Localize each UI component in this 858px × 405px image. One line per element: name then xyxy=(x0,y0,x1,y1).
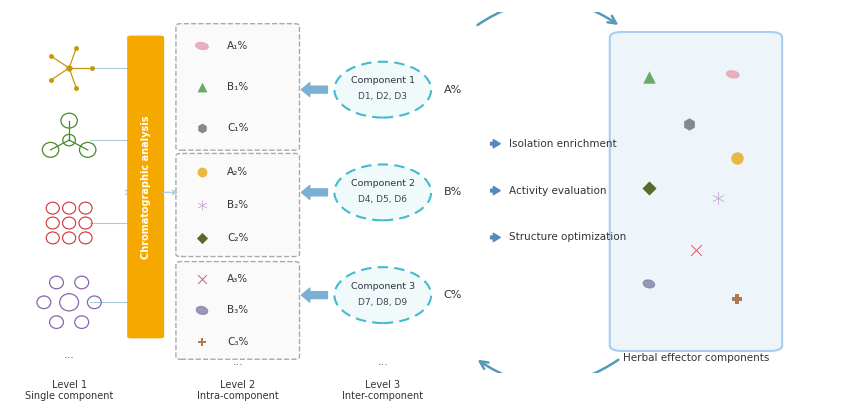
Text: A%: A% xyxy=(444,85,462,95)
Text: Level 2
Intra-component: Level 2 Intra-component xyxy=(196,380,279,401)
Text: B₃%: B₃% xyxy=(227,305,248,315)
Text: Structure optimization: Structure optimization xyxy=(509,232,626,243)
Point xyxy=(730,296,744,303)
FancyBboxPatch shape xyxy=(176,23,299,150)
Text: C%: C% xyxy=(444,290,462,300)
Point xyxy=(689,247,703,253)
Text: ...: ... xyxy=(378,357,388,367)
Point xyxy=(642,185,656,192)
Text: D4, D5, D6: D4, D5, D6 xyxy=(359,195,408,204)
Text: C₂%: C₂% xyxy=(227,233,249,243)
FancyArrowPatch shape xyxy=(491,140,500,148)
Text: B%: B% xyxy=(444,188,462,197)
FancyArrowPatch shape xyxy=(301,83,328,96)
Text: Activity evaluation: Activity evaluation xyxy=(509,185,607,196)
Text: D7, D8, D9: D7, D8, D9 xyxy=(358,298,408,307)
Point xyxy=(730,154,744,161)
Text: Isolation enrichment: Isolation enrichment xyxy=(509,139,617,149)
Point xyxy=(195,168,208,175)
Text: Component 1: Component 1 xyxy=(351,76,414,85)
Ellipse shape xyxy=(335,164,431,220)
FancyArrowPatch shape xyxy=(301,288,328,302)
Text: Component 2: Component 2 xyxy=(351,179,414,188)
Text: B₂%: B₂% xyxy=(227,200,248,210)
Ellipse shape xyxy=(335,267,431,323)
Text: Level 1
Single component: Level 1 Single component xyxy=(25,380,113,401)
Ellipse shape xyxy=(727,71,739,78)
Ellipse shape xyxy=(644,280,655,288)
FancyBboxPatch shape xyxy=(127,36,164,338)
Point xyxy=(682,120,696,127)
Text: B₁%: B₁% xyxy=(227,82,249,92)
Text: Chromatographic analysis: Chromatographic analysis xyxy=(141,115,151,259)
FancyArrowPatch shape xyxy=(480,360,619,384)
Point xyxy=(195,275,208,282)
FancyArrowPatch shape xyxy=(491,233,500,242)
FancyArrowPatch shape xyxy=(491,186,500,195)
Ellipse shape xyxy=(196,43,208,49)
FancyArrowPatch shape xyxy=(478,1,616,25)
Text: Level 3
Inter-component: Level 3 Inter-component xyxy=(342,380,423,401)
Text: Herbal effector components: Herbal effector components xyxy=(623,353,769,363)
Text: A₃%: A₃% xyxy=(227,274,248,284)
FancyBboxPatch shape xyxy=(610,32,782,351)
Text: D1, D2, D3: D1, D2, D3 xyxy=(359,92,408,101)
Text: ...: ... xyxy=(233,357,243,367)
Point xyxy=(195,125,208,131)
Point xyxy=(195,202,208,208)
FancyBboxPatch shape xyxy=(176,153,299,256)
FancyArrowPatch shape xyxy=(301,185,328,199)
Point xyxy=(195,84,208,90)
Point xyxy=(195,235,208,242)
Text: A₁%: A₁% xyxy=(227,41,249,51)
Point xyxy=(195,339,208,345)
Ellipse shape xyxy=(196,307,208,314)
Text: Component 3: Component 3 xyxy=(351,281,414,291)
Ellipse shape xyxy=(335,62,431,117)
Point xyxy=(711,194,725,201)
Text: C₃%: C₃% xyxy=(227,337,249,347)
Text: C₁%: C₁% xyxy=(227,123,249,133)
FancyBboxPatch shape xyxy=(176,262,299,359)
Point xyxy=(642,74,656,81)
Text: ...: ... xyxy=(63,350,75,360)
Text: A₂%: A₂% xyxy=(227,166,248,177)
